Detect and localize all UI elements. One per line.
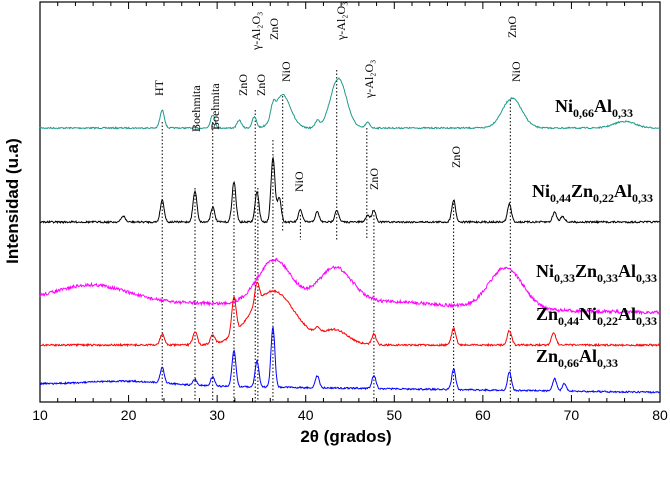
x-tick-label: 20 [121, 407, 137, 423]
x-tick-label: 40 [298, 407, 314, 423]
series-traces [39, 77, 661, 394]
x-tick-label: 70 [564, 407, 580, 423]
x-tick-label: 30 [209, 407, 225, 423]
x-tick-label: 50 [386, 407, 402, 423]
phase-label: γ-Al₂O₃ [334, 2, 348, 41]
series-line-Ni044Zn022Al033 [39, 155, 661, 225]
phase-label: NiO [292, 171, 306, 192]
phase-label: ZnO [254, 74, 268, 96]
x-tick-label: 10 [32, 407, 48, 423]
series-label-Ni066Al033: Ni0,66Al0,33 [555, 96, 633, 120]
series-line-Zn066Al033 [39, 325, 660, 394]
phase-label: γ-Al₂O₃ [362, 60, 376, 99]
phase-label: ZnO [267, 18, 281, 40]
y-axis-title: Intensidad (u.a) [3, 138, 22, 264]
phase-label: Boehmita [189, 85, 203, 132]
series-label-Ni033Zn033Al033: Ni0,33Zn0,33Al0,33 [536, 261, 657, 285]
series-line-Ni033Zn033Al033 [39, 257, 661, 316]
x-tick-label: 80 [652, 407, 668, 423]
phase-label: ZnO [505, 16, 519, 38]
plot-frame [39, 1, 661, 403]
phase-label: NiO [279, 61, 293, 82]
x-tick-label: 60 [475, 407, 491, 423]
phase-label: γ-Al₂O₃ [249, 12, 263, 51]
phase-label: NiO [509, 61, 523, 82]
phase-label: ZnO [449, 146, 463, 168]
phase-label: ZnO [236, 74, 250, 96]
x-axis-ticks: 10 20 30 40 50 60 70 80 [32, 2, 668, 423]
phase-label: ZnO [367, 168, 381, 190]
x-axis-title: 2θ (grados) [300, 427, 391, 446]
phase-label: HT [152, 79, 166, 96]
phase-labels: HT Boehmita Boehmita ZnO ZnO γ-Al₂O₃ ZnO NiO NiO… [152, 2, 523, 192]
phase-label: Boehmita [208, 83, 222, 130]
series-label-Zn044Ni022Al033: Zn0,44Ni0,22Al0,33 [536, 304, 657, 328]
series-label-Zn066Al033: Zn0,66Al0,33 [536, 346, 618, 370]
phase-reference-lines [161, 70, 511, 402]
series-labels: Ni0,66Al0,33 Ni0,44Zn0,22Al0,33 Ni0,33Zn0,… [532, 96, 657, 370]
series-line-Ni066Al033 [39, 77, 661, 130]
series-line-Zn044Ni022Al033 [39, 281, 661, 348]
series-label-Ni044Zn022Al033: Ni0,44Zn0,22Al0,33 [532, 181, 653, 205]
